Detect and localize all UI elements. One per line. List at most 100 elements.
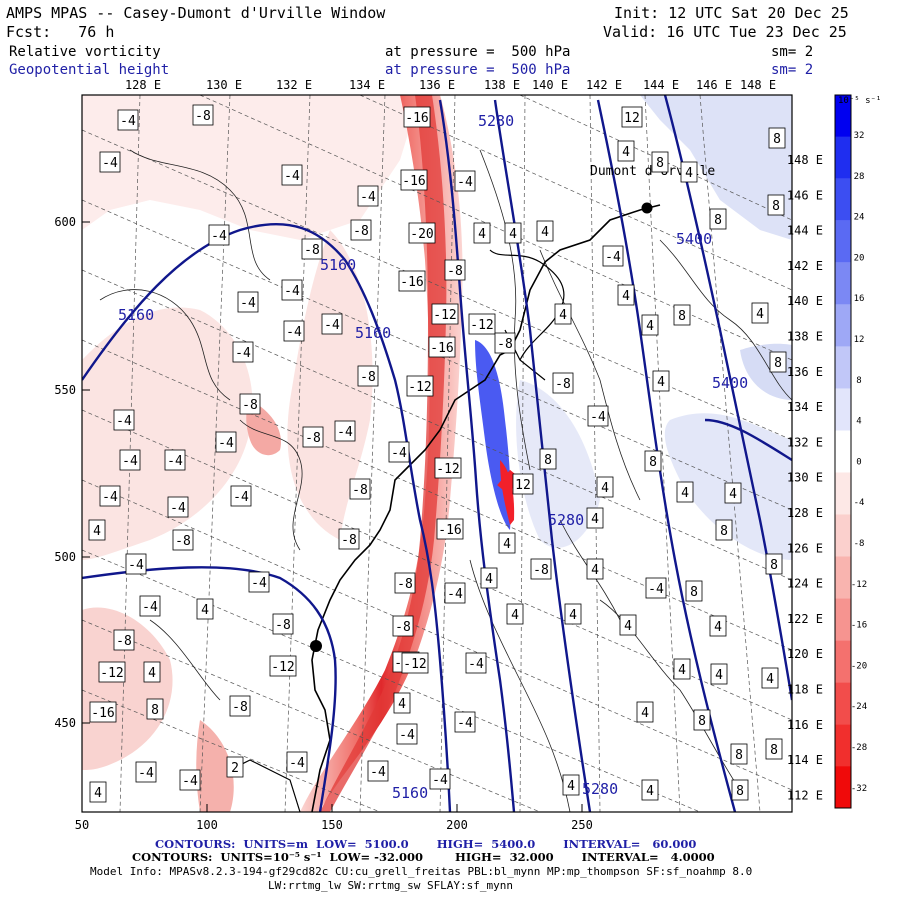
contour-label-text: 12 (515, 478, 531, 493)
colorbar-swatch (835, 640, 851, 683)
right-longitude-label: 122 E (787, 612, 823, 626)
contour-label-box (619, 614, 637, 636)
right-longitude-label: 142 E (787, 259, 823, 273)
contour-label-box (693, 709, 711, 731)
contour-label-text: -4 (122, 454, 138, 469)
contour-label-box (215, 431, 237, 453)
x-tick-label: 200 (446, 818, 468, 832)
contour-label-box (139, 595, 161, 617)
contour-label-box (208, 224, 230, 246)
colorbar-label: 4 (856, 417, 861, 427)
contour-label-box (596, 476, 614, 498)
right-longitude-label: 136 E (787, 365, 823, 379)
colorbar-swatch (835, 220, 851, 263)
contour-label-box (125, 553, 147, 575)
contour-label-box (715, 519, 733, 541)
contour-label-box (367, 760, 389, 782)
contour-label-text: 4 (766, 672, 774, 687)
contour-label-text: 8 (772, 199, 780, 214)
contour-label-box (504, 222, 522, 244)
right-longitude-label: 120 E (787, 647, 823, 661)
colorbar-swatch (835, 262, 851, 305)
contour-label-text: -4 (648, 582, 664, 597)
contour-label-text: 8 (544, 453, 552, 468)
contour-label-box (172, 529, 194, 551)
field1-level: at pressure = 500 hPa (385, 44, 571, 60)
contour-label-text: 4 (485, 572, 493, 587)
station-marker (310, 640, 322, 652)
contour-label-box (641, 779, 659, 801)
right-longitude-label: 132 E (787, 435, 823, 449)
contour-label-box (431, 303, 459, 325)
contour-label-box (761, 667, 779, 689)
contour-label-box (768, 127, 786, 149)
contour-label-text: 8 (735, 748, 743, 763)
init-time: Init: 12 UTC Sat 20 Dec 25 (614, 4, 849, 22)
contour-label-box (468, 313, 496, 335)
contour-label-box (398, 270, 426, 292)
contour-label-box (99, 485, 121, 507)
contour-label-text: -4 (391, 446, 407, 461)
contour-label-text: 8 (690, 585, 698, 600)
contour-label-text: 8 (736, 784, 744, 799)
colorbar-label: 0 (856, 457, 861, 467)
contour-label-text: -4 (284, 284, 300, 299)
x-tick-label: 100 (196, 818, 218, 832)
right-longitude-label: 124 E (787, 577, 823, 591)
contour-label-text: -12 (403, 657, 426, 672)
contour-label-text: 2 (231, 761, 239, 776)
right-longitude-label: 146 E (787, 188, 823, 202)
colorbar-swatch (835, 556, 851, 599)
contour-label-box (357, 185, 379, 207)
top-longitude-label: 134 E (349, 78, 385, 92)
contour-label-text: 4 (201, 603, 209, 618)
contour-label-text: 4 (567, 779, 575, 794)
coastline (311, 204, 661, 812)
contour-label-text: 8 (773, 132, 781, 147)
contour-label-layer: -4 -8 -4 -4 -4 -8 -8 -4 -4 -4 -4 -4 -4 -8 -4 -4 -4 -4 -4 -8… (88, 104, 787, 803)
contour-label-text: 4 (756, 307, 764, 322)
anticyclonic-shading (287, 230, 373, 540)
colorbar-label: -4 (854, 498, 865, 508)
contour-label-box (179, 769, 201, 791)
contour-label-text: 4 (641, 706, 649, 721)
contour-label-box (396, 723, 418, 745)
contour-label-box (89, 701, 117, 723)
contour-label-text: -12 (436, 462, 459, 477)
colorbar-swatch (835, 514, 851, 557)
height-label: 5160 (355, 324, 391, 342)
contour-label-box (539, 448, 557, 470)
contour-label-text: 4 (511, 608, 519, 623)
y-tick-label: 450 (54, 716, 76, 730)
right-longitude-label: 144 E (787, 224, 823, 238)
right-longitude-label: 112 E (787, 788, 823, 802)
contour-label-text: 4 (678, 663, 686, 678)
contour-label-box (113, 629, 135, 651)
contour-label-box (401, 652, 429, 674)
top-longitude-label: 138 E (484, 78, 520, 92)
contour-label-text: -16 (400, 275, 423, 290)
contour-label-text: -12 (271, 660, 294, 675)
anticyclonic-shading (82, 607, 173, 770)
colorbar-unit: 10⁻⁵ s⁻¹ (838, 96, 881, 106)
contour-label-box (586, 558, 604, 580)
colorbar-swatch (835, 598, 851, 641)
anticyclonic-shading (196, 720, 234, 812)
field2-level: at pressure = 500 hPa (385, 62, 571, 78)
contour-label-text: 8 (656, 156, 664, 171)
contour-label-text: -4 (240, 296, 256, 311)
station-marker (641, 202, 653, 214)
colorbar-label: 12 (854, 335, 865, 345)
top-longitude-label: 142 E (586, 78, 622, 92)
contour-label-box (192, 104, 214, 126)
contour-label-text: -4 (468, 657, 484, 672)
contour-label-box (226, 756, 244, 778)
contour-label-text: -20 (410, 227, 433, 242)
contour-label-box (146, 698, 164, 720)
contour-label-box (232, 341, 254, 363)
contour-label-box (724, 482, 742, 504)
axes: 50 100 150 200 250 600 550 500 450 128 E 130 E 132 … (54, 78, 823, 832)
top-longitude-label: 140 E (532, 78, 568, 92)
contour-label-text: -16 (91, 706, 114, 721)
contour-label-box (621, 106, 643, 128)
